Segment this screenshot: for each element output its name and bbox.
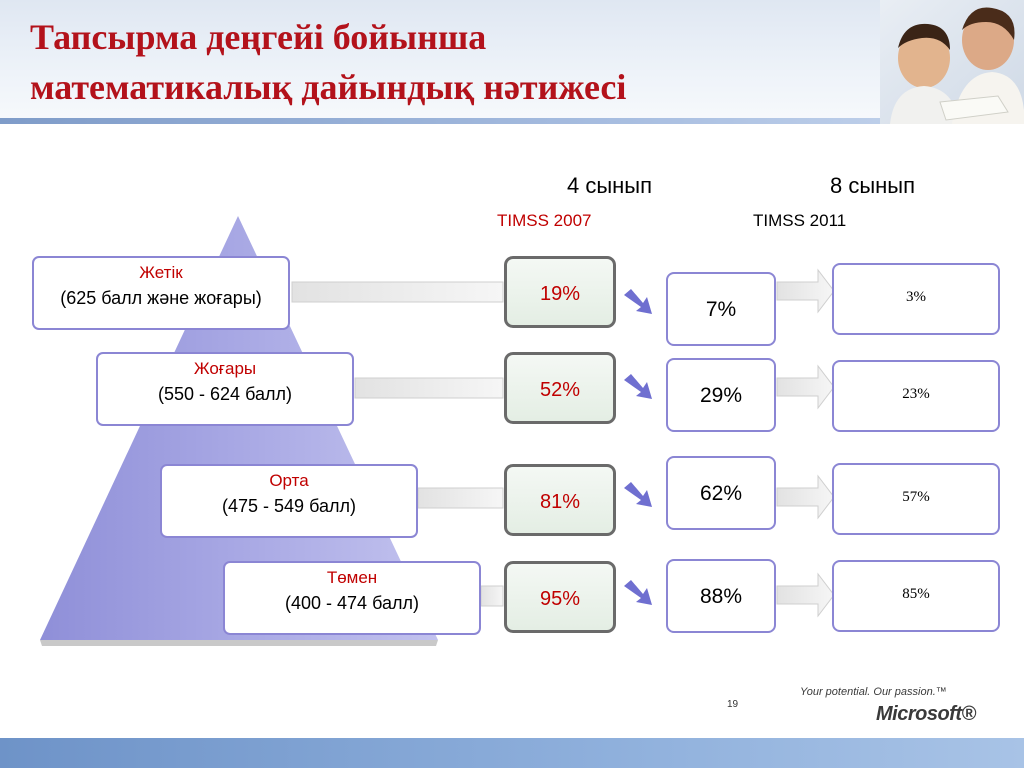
level-range: (400 - 474 балл) xyxy=(285,593,419,613)
children-studying-photo xyxy=(880,0,1024,124)
grade-8-heading: 8 сынып xyxy=(830,173,916,198)
grade8-low-value: 85% xyxy=(832,560,1000,632)
level-name: Орта xyxy=(269,471,309,490)
timss2007-advanced-value: 19% xyxy=(504,256,616,328)
level-range: (550 - 624 балл) xyxy=(158,384,292,404)
decline-arrows xyxy=(624,289,652,605)
timss2007-high-value: 52% xyxy=(504,352,616,424)
timss-2007-label: TIMSS 2007 xyxy=(497,211,592,230)
page-number: 19 xyxy=(727,699,739,710)
level-name: Жоғары xyxy=(193,359,257,378)
level-name: Жетік xyxy=(139,263,183,282)
grade8-high-value: 23% xyxy=(832,360,1000,432)
footer-band xyxy=(0,738,1024,768)
level-name: Төмен xyxy=(326,568,378,587)
grade-4-heading: 4 сынып xyxy=(567,173,653,198)
microsoft-logo: Microsoft® xyxy=(876,703,976,725)
grade4-advanced-value: 7% xyxy=(666,272,776,346)
slide-title: Тапсырма деңгейі бойынша математикалық д… xyxy=(30,12,850,112)
level-high-box: Жоғары (550 - 624 балл) xyxy=(96,352,354,426)
title-line-2: математикалық дайындық нәтижесі xyxy=(30,67,627,107)
timss2007-intermediate-value: 81% xyxy=(504,464,616,536)
grade4-low-value: 88% xyxy=(666,559,776,633)
grade4-high-value: 29% xyxy=(666,358,776,432)
brand-slogan: Your potential. Our passion.™ xyxy=(800,686,947,698)
pyramid-shadow xyxy=(40,640,438,646)
level-range: (475 - 549 балл) xyxy=(222,496,356,516)
timss2007-low-value: 95% xyxy=(504,561,616,633)
header-rule xyxy=(0,118,1024,124)
grade8-advanced-value: 3% xyxy=(832,263,1000,335)
level-low-box: Төмен (400 - 474 балл) xyxy=(223,561,481,635)
grade4-intermediate-value: 62% xyxy=(666,456,776,530)
timss-2011-label: TIMSS 2011 xyxy=(753,211,847,230)
title-line-1: Тапсырма деңгейі бойынша xyxy=(30,17,487,57)
level-intermediate-box: Орта (475 - 549 балл) xyxy=(160,464,418,538)
header-band xyxy=(0,0,1024,122)
level-advanced-box: Жетік (625 балл және жоғары) xyxy=(32,256,290,330)
grade8-intermediate-value: 57% xyxy=(832,463,1000,535)
level-range: (625 балл және жоғары) xyxy=(60,288,262,308)
